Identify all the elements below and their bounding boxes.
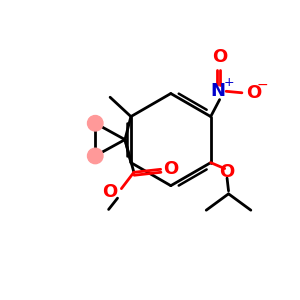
Text: O: O — [164, 160, 179, 178]
Text: O: O — [219, 163, 235, 181]
Text: +: + — [224, 76, 234, 89]
Circle shape — [88, 148, 103, 164]
Text: −: − — [257, 77, 268, 92]
Text: O: O — [102, 183, 118, 201]
Text: N: N — [211, 82, 226, 100]
Text: O: O — [246, 84, 262, 102]
Circle shape — [88, 116, 103, 131]
Text: O: O — [212, 48, 227, 66]
